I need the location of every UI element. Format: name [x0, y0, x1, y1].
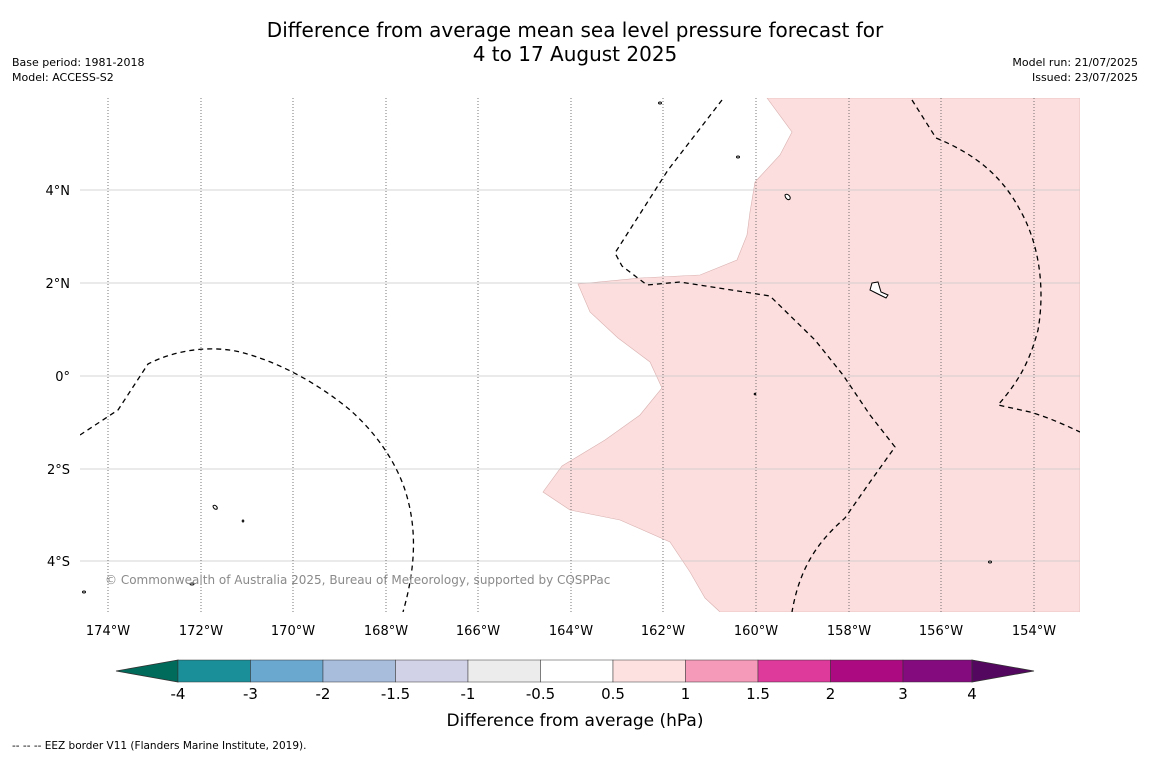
- colorbar-tick-label: -2: [316, 685, 331, 703]
- lat-gridlines: [80, 189, 1080, 562]
- eez-borders: [80, 99, 1080, 612]
- colorbar-title: Difference from average (hPa): [447, 711, 704, 731]
- island: [658, 101, 662, 105]
- colorbar-segment: [177, 659, 251, 683]
- colorbar-low-extend: [115, 659, 179, 683]
- title-line-2: 4 to 17 August 2025: [472, 42, 678, 66]
- lon-label: 166°W: [456, 624, 500, 639]
- lon-label: 162°W: [641, 624, 685, 639]
- colorbar-tick-label: -4: [171, 685, 186, 703]
- lon-label: 160°W: [734, 624, 778, 639]
- island: [212, 504, 218, 510]
- colorbar-segment: [685, 659, 759, 683]
- base-period: Base period: 1981-2018: [12, 56, 145, 69]
- metadata-left: Base period: 1981-2018 Model: ACCESS-S2: [12, 55, 144, 85]
- lat-label: 4°S: [47, 555, 70, 570]
- anomaly-shaded-region: [542, 98, 1080, 612]
- island: [784, 193, 791, 201]
- colorbar-tick-label: -1.5: [381, 685, 410, 703]
- eez-border-central: [614, 99, 896, 612]
- island: [988, 560, 992, 564]
- islands: [82, 101, 992, 594]
- model-run: Model run: 21/07/2025: [1012, 56, 1138, 69]
- island: [82, 590, 86, 594]
- lat-label: 2°S: [47, 463, 70, 478]
- map-title: Difference from average mean sea level p…: [0, 18, 1150, 66]
- colorbar-tick-label: 3: [898, 685, 908, 703]
- lon-label: 164°W: [549, 624, 593, 639]
- island: [869, 281, 889, 299]
- colorbar-tick-label: 0.5: [601, 685, 625, 703]
- copyright-text: © Commonwealth of Australia 2025, Bureau…: [105, 573, 610, 587]
- island: [241, 519, 245, 523]
- lon-label: 170°W: [271, 624, 315, 639]
- lon-label: 158°W: [827, 624, 871, 639]
- colorbar-segment: [612, 659, 686, 683]
- issued-date: Issued: 23/07/2025: [1031, 71, 1138, 84]
- colorbar-tick-label: 4: [967, 685, 977, 703]
- colorbar-segment: [250, 659, 324, 683]
- lat-label: 0°: [55, 370, 70, 385]
- lon-label: 172°W: [179, 624, 223, 639]
- island: [736, 155, 740, 159]
- colorbar-tick-label: -0.5: [526, 685, 555, 703]
- colorbar-segment: [395, 659, 469, 683]
- eez-border-kiribati-west: [80, 348, 415, 612]
- lon-axis-labels: 174°W 172°W 170°W 168°W 166°W 164°W 162°…: [86, 624, 1056, 639]
- colorbar-tick-label: 2: [826, 685, 836, 703]
- colorbar-high-extend: [971, 659, 1035, 683]
- colorbar-tick-label: -3: [243, 685, 258, 703]
- colorbar-tick-labels: -4 -3 -2 -1.5 -1 -0.5 0.5 1 1.5 2 3 4: [171, 685, 977, 703]
- lat-label: 2°N: [46, 277, 71, 292]
- title-line-1: Difference from average mean sea level p…: [266, 18, 884, 42]
- eez-legend-note: -- -- -- EEZ border V11 (Flanders Marine…: [12, 740, 307, 752]
- colorbar-segment: [902, 659, 973, 683]
- lat-axis-labels: 4°N 2°N 0° 2°S 4°S: [46, 184, 71, 570]
- colorbar-segment: [467, 659, 541, 683]
- colorbar-tick-label: 1.5: [746, 685, 770, 703]
- map-area: © Commonwealth of Australia 2025, Bureau…: [80, 98, 1080, 612]
- colorbar-tick-label: -1: [461, 685, 476, 703]
- lon-label: 156°W: [919, 624, 963, 639]
- colorbar-segment: [757, 659, 831, 683]
- lat-label: 4°N: [46, 184, 71, 199]
- colorbar: -4 -3 -2 -1.5 -1 -0.5 0.5 1 1.5 2 3 4 Di…: [115, 659, 1035, 731]
- lon-label: 168°W: [364, 624, 408, 639]
- colorbar-segment: [322, 659, 396, 683]
- metadata-right: Model run: 21/07/2025 Issued: 23/07/2025: [1012, 55, 1138, 85]
- colorbar-tick-label: 1: [681, 685, 691, 703]
- eez-border-east: [911, 99, 1080, 433]
- colorbar-segment: [540, 659, 614, 683]
- island: [189, 582, 195, 586]
- model-name: Model: ACCESS-S2: [12, 71, 114, 84]
- lon-label: 174°W: [86, 624, 130, 639]
- lon-label: 154°W: [1012, 624, 1056, 639]
- colorbar-segment: [830, 659, 904, 683]
- island: [753, 392, 757, 396]
